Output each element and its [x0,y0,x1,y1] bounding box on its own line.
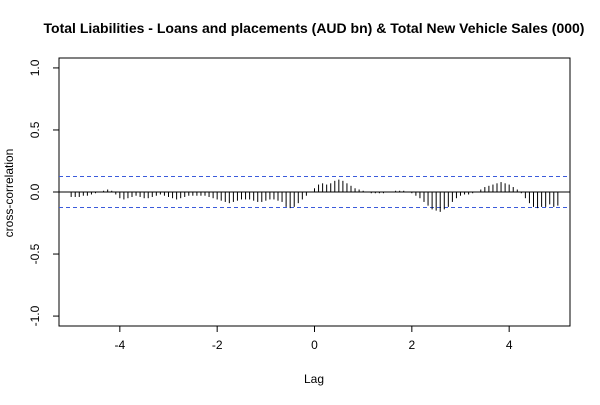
x-tick-label: 2 [408,338,415,352]
y-tick-label: 1.0 [28,59,42,76]
y-tick-label: 0.5 [28,121,42,138]
x-tick-label: -2 [212,338,223,352]
chart-title: Total Liabilities - Loans and placements… [44,20,585,36]
y-tick-label: -1.0 [28,305,42,326]
x-tick-label: 0 [311,338,318,352]
x-tick-label: -4 [114,338,125,352]
y-tick-label: 0.0 [28,183,42,200]
chart-marks: -4 -2 0 2 4 -1.0 -0.5 0.0 0.5 1.0 [28,57,571,352]
y-tick-label: -0.5 [28,243,42,264]
x-tick-label: 4 [506,338,513,352]
x-axis-label: Lag [304,372,324,386]
y-axis-label: cross-correlation [2,149,16,238]
